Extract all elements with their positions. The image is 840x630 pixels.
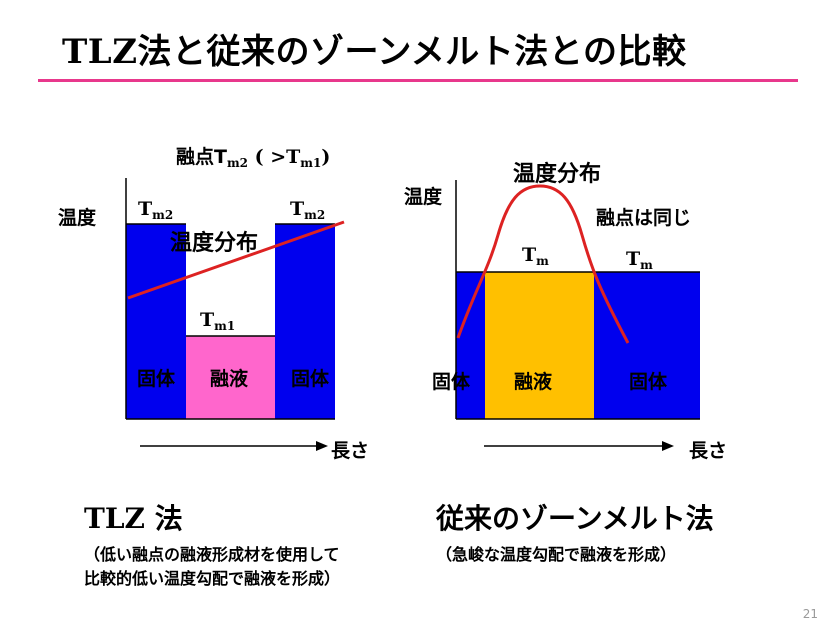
zm-length-arrowhead xyxy=(662,441,674,451)
zm-melt-region xyxy=(485,272,594,419)
zm-same-mp-label: 融点は同じ xyxy=(596,207,692,229)
zm-tm-label-center: Tm xyxy=(522,244,549,268)
tm1-t: T xyxy=(200,309,215,331)
tlz-desc-line2: 比較的低い温度勾配で融液を形成） xyxy=(84,569,341,588)
tm1-sub: m1 xyxy=(214,319,236,333)
zm-solid-left-label: 固体 xyxy=(432,371,471,393)
zm-solid-right-label: 固体 xyxy=(629,371,668,393)
tlz-method-title: TLZ 法 xyxy=(84,502,183,535)
zm-temp-dist-label: 温度分布 xyxy=(513,162,602,187)
tm2-left-sub: m2 xyxy=(152,208,174,222)
tlz-solid-right-label: 固体 xyxy=(291,368,330,390)
tlz-solid-left xyxy=(126,224,186,419)
tm-b-t: T xyxy=(626,248,641,270)
tlz-tm2-left-label: Tm2 xyxy=(138,198,173,222)
slide-title: TLZ法と従来のゾーンメルト法との比較 xyxy=(62,32,687,72)
zm-desc-line1: （急峻な温度勾配で融液を形成） xyxy=(436,545,677,564)
page-number: 21 xyxy=(802,607,818,621)
zm-temp-curve xyxy=(456,184,630,344)
tm2-right-t: T xyxy=(290,198,305,220)
mp-prefix: 融点T xyxy=(176,146,227,168)
zm-tm-label-right: Tm xyxy=(626,248,653,272)
tlz-tm1-label: Tm1 xyxy=(200,309,235,333)
tlz-temp-gradient-line xyxy=(127,220,345,300)
tlz-melt-region xyxy=(186,336,275,419)
tlz-tm2-right-label: Tm2 xyxy=(290,198,325,222)
zm-length-axis-label: 長さ xyxy=(689,440,728,462)
tm2-left-t: T xyxy=(138,198,153,220)
mp-suffix: ) xyxy=(321,146,331,168)
mp-sub: m2 xyxy=(226,156,249,170)
tlz-length-axis-label: 長さ xyxy=(331,440,370,462)
tlz-melt-label: 融液 xyxy=(210,368,249,390)
tlz-temp-dist-label: 温度分布 xyxy=(170,231,259,256)
tlz-length-arrowhead xyxy=(316,441,328,451)
title-underline xyxy=(38,79,798,82)
tlz-temp-axis-label: 温度 xyxy=(58,207,97,229)
zm-method-title: 従来のゾーンメルト法 xyxy=(436,502,714,535)
tlz-melting-point-label: 融点Tm2 ( >Tm1) xyxy=(176,142,330,170)
tm-b-sub: m xyxy=(640,258,653,272)
zm-melt-label: 融液 xyxy=(514,371,553,393)
mp-sub2: m1 xyxy=(300,156,322,170)
tlz-solid-right xyxy=(275,224,335,419)
tm2-right-sub: m2 xyxy=(304,208,326,222)
tm-a-sub: m xyxy=(536,254,549,268)
zone-melt-diagram xyxy=(455,180,700,451)
zm-temp-axis-label: 温度 xyxy=(404,186,443,208)
mp-mid: ( >T xyxy=(248,146,301,168)
tlz-desc-line1: （低い融点の融液形成材を使用して xyxy=(84,545,340,564)
tlz-diagram xyxy=(125,178,345,451)
tlz-solid-left-label: 固体 xyxy=(137,368,176,390)
tm-a-t: T xyxy=(522,244,537,266)
